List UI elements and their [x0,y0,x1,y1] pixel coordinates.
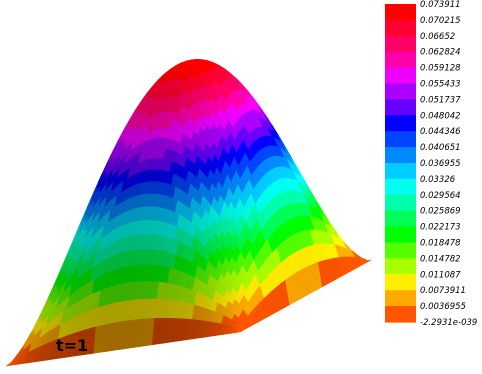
colorbar-band [385,19,416,37]
colorbar-tick-label: 0.059128 [420,64,461,74]
surface-face [235,328,243,333]
colorbar-tick-label: 0.055433 [420,80,461,90]
colorbar-tick-label: 0.03326 [420,175,456,185]
colorbar-band [385,35,416,53]
surface-mesh [5,59,372,367]
colorbar-tick-label: 0.014782 [420,254,461,264]
colorbar-band [385,163,416,180]
colorbar-band [385,274,416,291]
colorbar-band [385,210,416,228]
colorbar-band [385,242,416,259]
colorbar-tick-label: 0.025869 [420,207,461,217]
colorbar-band [385,290,416,307]
colorbar-tick-label: 0.062824 [420,48,461,58]
colorbar-tick-label: 0.036955 [420,159,461,169]
colorbar-band [385,131,416,148]
colorbar-band [385,258,416,275]
colorbar-tick-label: 0.0073911 [420,286,466,296]
colorbar-band [385,306,416,323]
colorbar-band [385,178,416,196]
colorbar-band [385,51,416,69]
colorbar-tick-label: 0.029564 [420,191,461,201]
colorbar-band [385,194,416,212]
colorbar-band [385,147,416,164]
colorbar-band [385,67,416,85]
colorbar-tick-label: 0.0036955 [420,302,466,312]
colorbar-tick-label: 0.06652 [420,32,455,42]
colorbar-tick-label: 0.044346 [420,127,461,137]
colorbar-tick-label: 0.018478 [420,239,461,249]
time-label: t=1 [56,336,89,355]
colorbar-tick-label: -2.2931e-039 [420,318,477,328]
colorbar-band [385,226,416,244]
colorbar-tick-label: 0.040651 [420,143,461,153]
colorbar-tick-label: 0.051737 [420,95,461,105]
colorbar-band [385,83,416,100]
colorbar-tick-label: 0.011087 [420,270,461,280]
colorbar-band [385,115,416,132]
colorbar-band [385,4,416,21]
colorbar-tick-label: 0.048042 [420,111,461,121]
colorbar-tick-label: 0.073911 [420,0,461,10]
colorbar: 0.073911 0.070215 0.06652 0.062824 0.059128 0… [385,0,477,328]
colorbar-tick-label: 0.070215 [420,16,461,26]
colorbar-band [385,99,416,116]
colorbar-tick-label: 0.022173 [420,223,461,233]
